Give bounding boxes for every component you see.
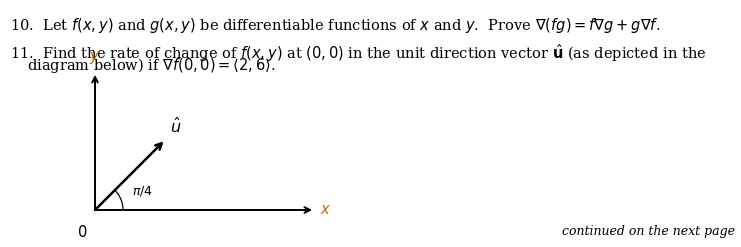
Text: 11.  Find the rate of change of $f(x, y)$ at $(0, 0)$ in the unit direction vect: 11. Find the rate of change of $f(x, y)$… [10,42,706,64]
Text: $y$: $y$ [90,50,101,66]
Text: $0$: $0$ [76,224,87,240]
Text: $\pi/4$: $\pi/4$ [132,185,153,198]
Text: $\hat{u}$: $\hat{u}$ [170,118,181,137]
Text: continued on the next page: continued on the next page [562,225,735,238]
Text: $x$: $x$ [320,203,331,217]
Text: diagram below) if $\nabla f(0, 0) = \langle 2, 6 \rangle$.: diagram below) if $\nabla f(0, 0) = \lan… [27,56,276,75]
Text: 10.  Let $f(x, y)$ and $g(x, y)$ be differentiable functions of $x$ and $y$.  Pr: 10. Let $f(x, y)$ and $g(x, y)$ be diffe… [10,16,660,35]
